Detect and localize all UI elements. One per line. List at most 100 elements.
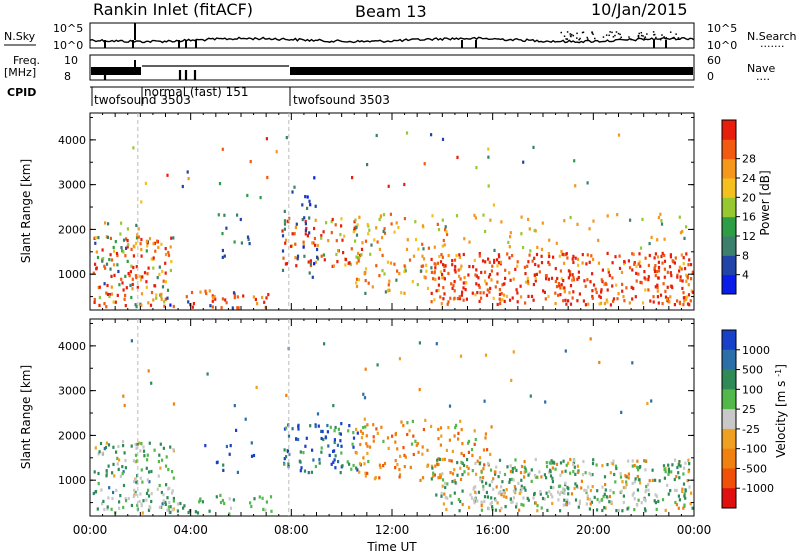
heatmap-cell [614,464,618,468]
heatmap-cell [461,489,464,493]
heatmap-cell [357,278,361,282]
heatmap-cell [647,288,650,292]
heatmap-cell [165,483,168,487]
heatmap-cell [520,464,524,469]
heatmap-cell [98,295,101,300]
heatmap-cell [540,506,543,510]
heatmap-cell [164,261,167,265]
superscript: -1 [774,369,783,377]
heatmap-cell [122,470,125,474]
heatmap-cell [685,225,688,229]
heatmap-cell [492,203,495,207]
heatmap-cell [555,241,558,245]
heatmap-cell [529,394,532,398]
heatmap-cell [164,500,167,504]
heatmap-cell [137,235,140,239]
heatmap-cell [539,492,542,496]
heatmap-cell [147,494,151,498]
heatmap-cell [585,262,588,266]
heatmap-cell [355,277,359,281]
heatmap-cell [685,295,689,299]
heatmap-cell [100,488,103,492]
heatmap-cell [431,474,435,478]
y-tick-label: 3000 [58,179,86,192]
heatmap-cell [261,496,264,500]
heatmap-cell [140,468,143,472]
heatmap-cell [105,291,108,295]
heatmap-cell [169,445,172,449]
heatmap-cell [382,213,386,217]
colorbar-segment [722,197,736,218]
heatmap-cell [497,253,500,257]
heatmap-cell [552,255,555,259]
heatmap-cell [176,509,179,513]
heatmap-cell [453,468,456,472]
heatmap-cell [250,441,253,445]
heatmap-cell [442,263,445,267]
heatmap-cell [644,468,647,472]
heatmap-cell [624,474,627,478]
heatmap-cell [445,448,448,452]
heatmap-cell [683,504,686,508]
heatmap-cell [332,404,335,408]
heatmap-cell [110,274,113,278]
heatmap-cell [284,238,288,242]
heatmap-cell [551,495,554,499]
heatmap-cell [293,232,296,236]
colorbar-tick-label: 500 [742,364,763,377]
heatmap-cell [383,461,387,466]
heatmap-cell [265,500,268,504]
heatmap-cell [229,506,233,510]
heatmap-cell [484,353,488,357]
nsearch-dot [672,37,674,39]
heatmap-cell [620,489,623,493]
heatmap-cell [285,136,288,140]
heatmap-cell [97,482,100,486]
heatmap-cell [211,305,214,309]
nsearch-dot [576,32,578,35]
heatmap-cell [171,489,174,493]
heatmap-cell [662,464,666,468]
heatmap-cell [511,470,514,474]
heatmap-cell [116,253,119,258]
freq-tick-bottom: 8 [64,70,71,83]
heatmap-cell [439,443,442,447]
heatmap-cell [430,300,433,304]
heatmap-cell [432,277,435,281]
heatmap-cell [134,460,137,464]
heatmap-cell [131,282,134,287]
heatmap-cell [172,236,175,240]
heatmap-cell [460,428,463,432]
heatmap-cell [463,470,466,474]
heatmap-cell [112,300,115,304]
heatmap-cell [438,457,441,461]
heatmap-cell [636,488,639,492]
heatmap-cell [408,429,411,433]
heatmap-cell [188,509,192,513]
colorbar-segment [722,389,736,410]
heatmap-cell [463,237,466,241]
heatmap-cell [141,275,144,279]
heatmap-cell [543,290,546,294]
heatmap-cell [681,279,684,283]
heatmap-cell [550,459,553,463]
nsearch-dot [570,33,573,36]
heatmap-cell [322,230,325,234]
heatmap-cell [393,230,396,234]
heatmap-cell [577,275,580,280]
heatmap-cell [302,245,305,249]
heatmap-cell [97,452,100,456]
heatmap-cell [438,473,442,477]
heatmap-cell [673,303,676,307]
heatmap-cell [460,451,463,456]
heatmap-cell [524,301,527,305]
heatmap-cell [586,253,589,257]
heatmap-cell [126,245,129,249]
heatmap-cell [376,431,379,435]
heatmap-cell [474,293,477,297]
heatmap-cell [561,470,564,474]
heatmap-cell [459,466,462,470]
heatmap-cell [311,241,314,245]
heatmap-cell [540,261,544,265]
heatmap-cell [366,444,369,448]
